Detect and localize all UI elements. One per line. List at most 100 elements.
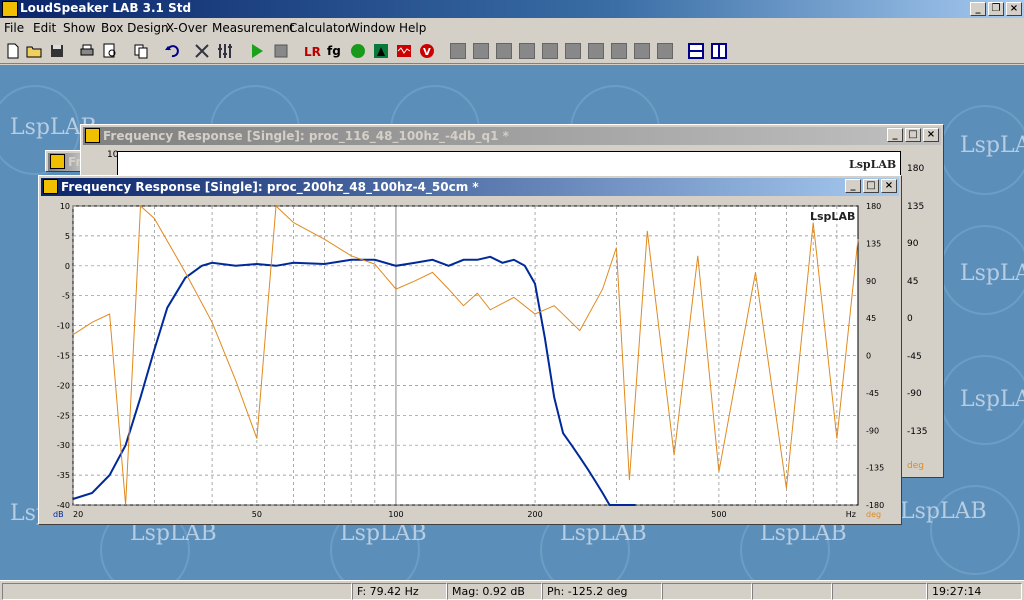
y-left-tick-label: -35: [57, 471, 70, 480]
disabled-tool-2[interactable]: [473, 43, 489, 59]
tile-horizontal-icon[interactable]: [687, 42, 705, 60]
tile-vertical-icon[interactable]: [710, 42, 728, 60]
status-empty: [2, 583, 352, 600]
disabled-tool-7[interactable]: [588, 43, 604, 59]
triangle-icon[interactable]: [372, 42, 390, 60]
back-right-tick: 135: [907, 201, 925, 212]
watermark: LspLAB: [760, 521, 847, 546]
back-right-tick: -45: [907, 351, 922, 362]
waveform-icon[interactable]: [395, 42, 413, 60]
front-response-window[interactable]: Frequency Response [Single]: proc_200hz_…: [38, 175, 902, 525]
front-minimize-button[interactable]: _: [845, 179, 861, 193]
front-window-title: Frequency Response [Single]: proc_200hz_…: [61, 180, 479, 194]
svg-text:fg: fg: [327, 44, 341, 58]
equalizer-icon[interactable]: [216, 42, 234, 60]
x-tick-label: 50: [252, 510, 262, 519]
menu-box-design[interactable]: Box Design: [101, 21, 169, 35]
y-right-tick-label: -180: [866, 501, 884, 510]
disabled-tool-9[interactable]: [634, 43, 650, 59]
play-icon[interactable]: [248, 42, 266, 60]
open-folder-icon[interactable]: [25, 42, 43, 60]
partial-window[interactable]: Fr: [45, 150, 85, 172]
disabled-tool-5[interactable]: [542, 43, 558, 59]
menu-measurement[interactable]: Measurement: [212, 21, 295, 35]
front-maximize-button[interactable]: □: [863, 179, 879, 193]
y-right-tick-label: 0: [866, 352, 871, 361]
back-right-tick: -90: [907, 389, 922, 399]
y-left-tick-label: -40: [57, 501, 70, 510]
partial-window-caption[interactable]: Fr: [48, 153, 82, 171]
back-y-tick: 10: [107, 150, 119, 160]
app-icon: [2, 1, 18, 17]
x-tick-label: 500: [711, 510, 726, 519]
menu-window[interactable]: Window: [348, 21, 396, 35]
tools-icon[interactable]: [193, 42, 211, 60]
restore-button[interactable]: ❐: [988, 2, 1004, 16]
y-left-tick-label: -30: [57, 441, 70, 450]
watermark: LspLAB: [960, 261, 1024, 286]
status-frequency: F: 79.42 Hz: [352, 583, 447, 600]
menu-file[interactable]: File: [4, 21, 25, 35]
toolbar: LR fg V: [0, 38, 1024, 64]
menu-help[interactable]: Help: [399, 21, 427, 35]
back-deg-unit: deg: [907, 461, 924, 471]
status-slot: [832, 583, 927, 600]
save-icon[interactable]: [48, 42, 66, 60]
y-right-tick-label: -90: [866, 426, 879, 435]
front-close-button[interactable]: ×: [881, 179, 897, 193]
chart-watermark: LspLAB: [810, 210, 855, 223]
print-preview-icon[interactable]: [101, 42, 119, 60]
x-tick-label: 100: [388, 510, 403, 519]
x-tick-label: 20: [73, 510, 83, 519]
back-right-tick: 45: [907, 276, 919, 287]
close-button[interactable]: ×: [1006, 2, 1022, 16]
series-line-1: [72, 255, 636, 506]
stop-icon[interactable]: [272, 42, 290, 60]
disabled-tool-1[interactable]: [450, 43, 466, 59]
status-phase: Ph: -125.2 deg: [542, 583, 662, 600]
undo-icon[interactable]: [163, 42, 181, 60]
menu-show[interactable]: Show: [63, 21, 96, 35]
back-right-tick: 180: [907, 164, 925, 174]
status-slot: [662, 583, 752, 600]
watermark: LspLAB: [130, 521, 217, 546]
watermark: LspLAB: [960, 387, 1024, 412]
menu-calculator[interactable]: Calculator: [289, 21, 350, 35]
back-minimize-button[interactable]: _: [887, 128, 903, 142]
series-line-2: [72, 204, 859, 506]
back-right-axis: 180 135 90 45 0 -45 -90 -135: [907, 151, 927, 451]
back-close-button[interactable]: ×: [923, 128, 939, 142]
back-window-caption[interactable]: Frequency Response [Single]: proc_116_48…: [83, 127, 941, 145]
disabled-tool-10[interactable]: [657, 43, 673, 59]
disabled-tool-4[interactable]: [519, 43, 535, 59]
y-left-tick-label: -15: [57, 352, 70, 361]
svg-text:V: V: [423, 47, 431, 58]
frequency-response-chart[interactable]: 1050-5-10-15-20-25-30-35-4018013590450-4…: [39, 200, 899, 522]
v-icon[interactable]: V: [418, 42, 436, 60]
lr-channel-icon[interactable]: LR: [303, 42, 321, 60]
y-left-tick-label: 10: [60, 202, 70, 211]
green-circle-icon[interactable]: [349, 42, 367, 60]
fg-icon[interactable]: fg: [326, 42, 344, 60]
minimize-button[interactable]: _: [970, 2, 986, 16]
watermark: LspLAB: [560, 521, 647, 546]
copy-icon[interactable]: [132, 42, 150, 60]
status-time: 19:27:14: [927, 583, 1022, 600]
y-left-tick-label: -25: [57, 411, 70, 420]
disabled-tool-6[interactable]: [565, 43, 581, 59]
menu-x-over[interactable]: X-Over: [166, 21, 208, 35]
watermark: LspLAB: [960, 133, 1024, 158]
y-right-tick-label: 135: [866, 239, 881, 248]
disabled-tool-3[interactable]: [496, 43, 512, 59]
back-right-tick: -135: [907, 426, 928, 437]
y-left-unit-label: dB: [53, 510, 64, 519]
new-file-icon[interactable]: [4, 42, 22, 60]
front-window-caption[interactable]: Frequency Response [Single]: proc_200hz_…: [41, 178, 899, 196]
print-icon[interactable]: [78, 42, 96, 60]
menu-edit[interactable]: Edit: [33, 21, 57, 35]
y-left-tick-label: -10: [57, 322, 70, 331]
status-bar: F: 79.42 Hz Mag: 0.92 dB Ph: -125.2 deg …: [0, 580, 1024, 600]
disabled-tool-8[interactable]: [611, 43, 627, 59]
y-left-tick-label: 0: [65, 262, 70, 271]
back-maximize-button[interactable]: □: [905, 128, 921, 142]
